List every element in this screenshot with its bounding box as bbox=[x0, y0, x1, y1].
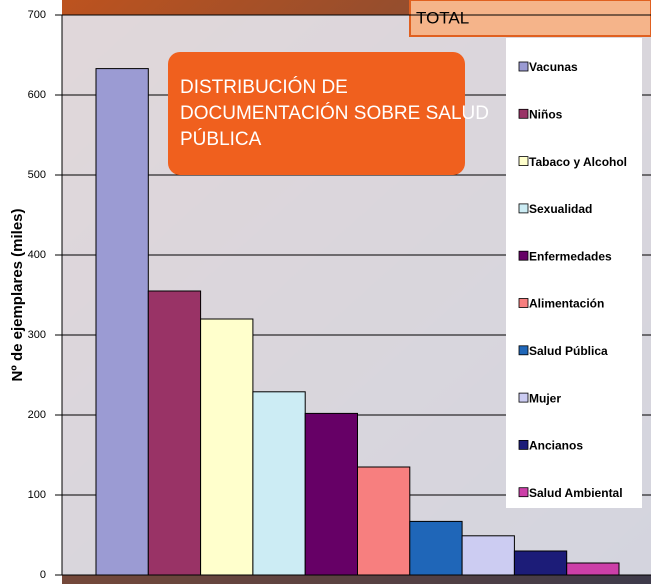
legend-label: Sexualidad bbox=[529, 202, 592, 216]
legend-swatch bbox=[518, 392, 529, 403]
y-axis-label: Nº de ejemplares (miles) bbox=[9, 208, 26, 381]
bar bbox=[147, 290, 202, 576]
title-box bbox=[168, 52, 465, 175]
bar bbox=[513, 550, 568, 576]
y-tick-label: 400 bbox=[28, 249, 46, 261]
bar bbox=[357, 466, 411, 576]
legend-label: Vacunas bbox=[529, 60, 578, 74]
legend-swatch bbox=[518, 345, 529, 356]
bar bbox=[409, 520, 463, 576]
y-tick-label: 0 bbox=[40, 569, 46, 581]
legend-label: Alimentación bbox=[529, 297, 604, 311]
legend-swatch bbox=[518, 439, 529, 450]
legend-label: Ancianos bbox=[529, 439, 583, 453]
chart-title: DISTRIBUCIÓN DE DOCUMENTACIÓN SOBRE SALUD… bbox=[180, 76, 489, 150]
legend-swatch bbox=[518, 203, 529, 214]
legend-label: Salud Ambiental bbox=[529, 486, 623, 500]
legend-label: Niños bbox=[529, 107, 563, 121]
bar bbox=[461, 535, 515, 576]
y-tick-label: 100 bbox=[28, 489, 46, 501]
legend-label: Salud Pública bbox=[529, 344, 608, 358]
legend-swatch bbox=[518, 108, 529, 119]
axis-panel bbox=[0, 0, 62, 584]
subtitle: TOTAL bbox=[416, 8, 469, 27]
bar bbox=[566, 562, 620, 576]
legend-swatch bbox=[518, 487, 529, 498]
legend-label: Tabaco y Alcohol bbox=[529, 155, 627, 169]
legend-swatch bbox=[518, 61, 529, 72]
legend-swatch bbox=[518, 298, 529, 308]
legend-swatch bbox=[518, 250, 529, 261]
y-tick-label: 500 bbox=[28, 169, 46, 181]
legend-swatch bbox=[518, 156, 529, 167]
total-box bbox=[409, 0, 651, 37]
bar bbox=[252, 391, 306, 576]
y-tick-label: 300 bbox=[28, 329, 46, 341]
bar bbox=[304, 412, 359, 576]
legend bbox=[506, 38, 642, 508]
bar bbox=[200, 318, 254, 576]
y-tick-label: 700 bbox=[28, 9, 46, 21]
legend-label: Mujer bbox=[529, 391, 561, 405]
y-tick-label: 200 bbox=[28, 409, 46, 421]
y-tick-label: 600 bbox=[28, 89, 46, 101]
legend-label: Enfermedades bbox=[529, 249, 612, 263]
bar bbox=[95, 68, 149, 576]
